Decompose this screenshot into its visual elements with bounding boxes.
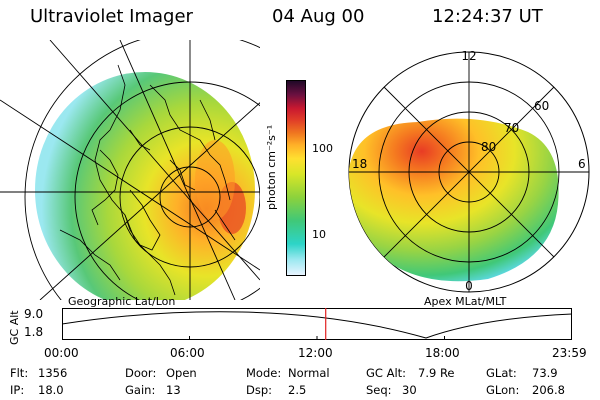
mlt-label-6: 6 [578,157,586,171]
ip-value: 18.0 [38,383,64,397]
altitude-xtick-1200: 12:00 [298,346,333,360]
mode-value: Normal [288,366,330,380]
dsp-value: 2.5 [288,383,306,397]
altitude-xtick-0000: 00:00 [44,346,79,360]
instrument-title: Ultraviolet Imager [30,6,193,27]
glon-label: GLon: [486,383,519,397]
colorbar-unit-label: photon cm⁻²s⁻¹ [265,125,278,210]
door-label: Door: [125,366,156,380]
altitude-xtick-1800: 18:00 [425,346,460,360]
mlat-label-70: 70 [504,121,519,135]
time-label: 12:24:37 UT [432,6,543,27]
mlat-label-80: 80 [481,140,496,154]
altitude-xtick-2359: 23:59 [552,346,587,360]
colorbar [286,80,306,276]
gc-alt-label: GC Alt: [366,366,406,380]
geographic-map [0,40,260,300]
gain-label: Gain: [125,383,155,397]
seq-label: Seq: [366,383,392,397]
colorbar-tick-10: 10 [312,228,326,241]
altitude-curve [62,312,572,338]
mlat-label-60: 60 [534,99,549,113]
glat-label: GLat: [486,366,517,380]
auroral-oval [348,119,559,282]
altitude-plot [62,308,572,340]
altitude-plot-ylabel: GC Alt [8,310,21,345]
magnetic-map: 12 18 6 0 80 70 60 [338,44,600,300]
colorbar-tick-100: 100 [312,142,333,155]
flight-value: 1356 [38,366,67,380]
glat-value: 73.9 [532,366,558,380]
altitude-xtick-0600: 06:00 [170,346,205,360]
flight-label: Flt: [10,366,28,380]
mode-label: Mode: [246,366,281,380]
altitude-ytick-9: 9.0 [24,307,43,321]
left-map-caption: Geographic Lat/Lon [68,295,175,308]
dsp-label: Dsp: [246,383,272,397]
date-label: 04 Aug 00 [272,6,364,27]
altitude-ytick-1-8: 1.8 [24,325,43,339]
ip-label: IP: [10,383,24,397]
glon-value: 206.8 [532,383,565,397]
mlat-grid [349,52,589,292]
gc-alt-value: 7.9 Re [418,366,455,380]
mlt-label-0: 0 [465,279,473,293]
gain-value: 13 [166,383,181,397]
mlt-label-18: 18 [352,157,367,171]
seq-value: 30 [402,383,417,397]
door-value: Open [166,366,197,380]
right-map-caption: Apex MLat/MLT [424,295,506,308]
colorbar-gradient [287,81,305,275]
mlt-label-12: 12 [461,49,476,63]
